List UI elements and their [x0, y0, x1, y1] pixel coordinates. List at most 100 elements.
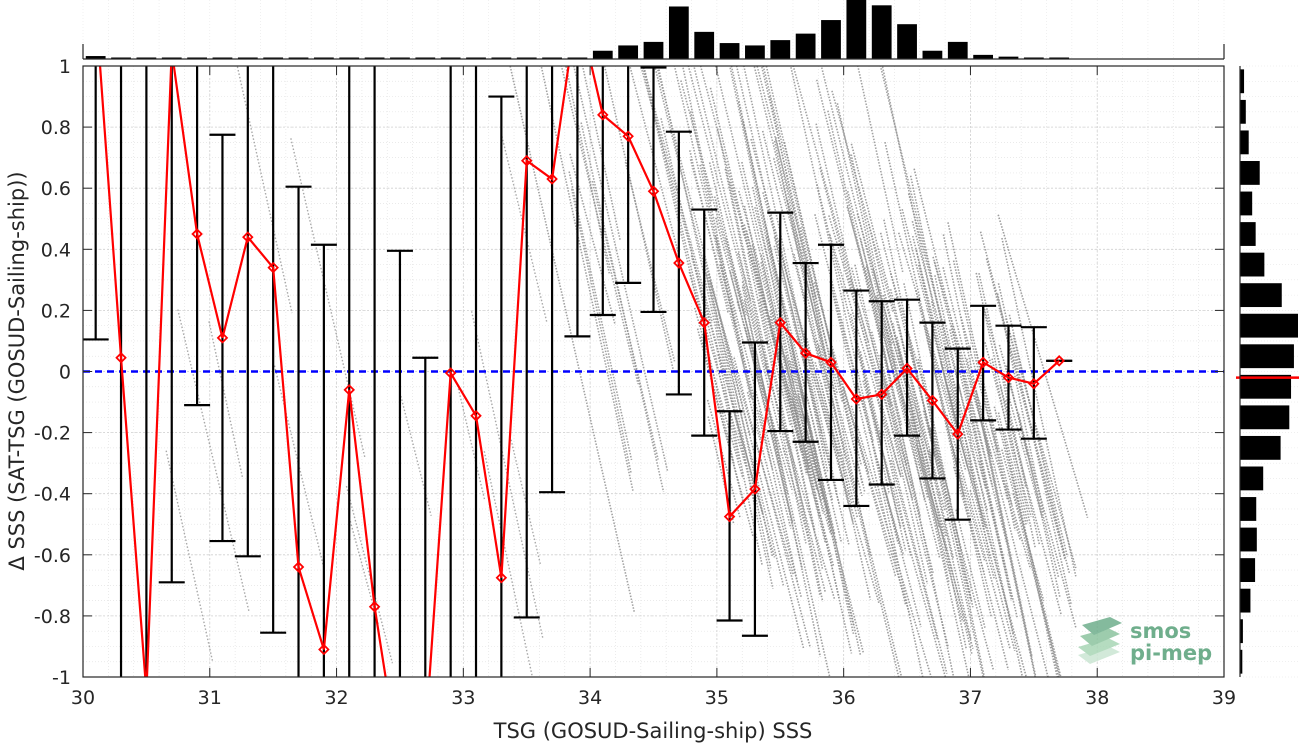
- scatter-streak: [874, 390, 948, 674]
- scatter-streak: [960, 316, 999, 452]
- top-histogram-bar: [846, 0, 867, 59]
- scatter-streak: [736, 301, 793, 491]
- scatter-streak: [653, 66, 785, 586]
- scatter-streak: [758, 298, 824, 602]
- top-histogram-bar: [415, 57, 436, 59]
- top-histogram-bar: [618, 45, 639, 59]
- top-histogram-bar: [745, 45, 765, 59]
- scatter-streak: [799, 413, 824, 497]
- mean-marker: [850, 393, 863, 405]
- scatter-streak: [942, 234, 1033, 658]
- top-histogram-bar: [922, 50, 943, 59]
- x-tick-label: 39: [1212, 687, 1236, 709]
- scatter-streak: [917, 264, 958, 425]
- scatter-streak: [827, 110, 922, 518]
- scatter-streak: [714, 66, 800, 418]
- scatter-streak: [746, 391, 803, 598]
- right-histogram-bar: [1240, 344, 1294, 369]
- scatter-streak: [703, 256, 772, 569]
- x-tick-label: 36: [832, 687, 856, 709]
- right-histogram-bar: [1240, 313, 1298, 338]
- mean-marker: [977, 356, 989, 369]
- scatter-streak: [909, 175, 991, 559]
- scatter-streak: [660, 118, 740, 461]
- scatter-streak: [500, 132, 548, 324]
- top-histogram-bar: [491, 57, 512, 59]
- mean-marker: [495, 571, 508, 584]
- right-histogram-bar: [1240, 252, 1265, 277]
- right-histogram-bar: [1240, 283, 1282, 308]
- scatter-streak: [797, 394, 864, 653]
- y-tick-label: 0.6: [41, 178, 71, 200]
- mean-marker: [444, 367, 457, 379]
- scatter-streak: [713, 196, 769, 410]
- scatter-streak: [857, 66, 904, 273]
- top-histogram-bar: [313, 57, 334, 59]
- scatter-streak: [942, 349, 1015, 636]
- tick-marks: [82, 65, 1225, 678]
- scatter-streak: [680, 80, 782, 452]
- scatter-streak: [996, 293, 1045, 513]
- scatter-streak: [955, 509, 986, 628]
- scatter-streak: [581, 66, 622, 241]
- scatter-streak: [815, 123, 858, 301]
- scatter-streak: [1001, 237, 1077, 577]
- scatter-streak: [850, 405, 932, 677]
- scatter-streak: [730, 66, 825, 494]
- scatter-streak: [345, 485, 394, 664]
- scatter-streak: [870, 331, 893, 408]
- scatter-streak: [753, 66, 832, 381]
- scatter-streak: [882, 482, 904, 555]
- top-histogram-bar: [1049, 57, 1070, 59]
- mean-marker: [1028, 377, 1040, 390]
- mean-marker: [799, 347, 812, 359]
- x-tick-label: 35: [705, 687, 729, 709]
- right-histogram-bar: [1240, 161, 1260, 185]
- scatter-streak: [991, 358, 1029, 524]
- x-axis-label: TSG (GOSUD-Sailing-ship) SSS: [493, 719, 813, 743]
- scatter-streak: [165, 450, 214, 663]
- scatter-streak: [929, 427, 972, 601]
- scatter-streak: [768, 95, 827, 358]
- mean-line: [98, 66, 1060, 677]
- scatter-streak: [978, 460, 1013, 599]
- scatter-streak: [688, 271, 747, 466]
- right-histogram-bar: [1240, 191, 1253, 216]
- top-histogram-bar: [111, 57, 131, 59]
- scatter-streak: [737, 252, 827, 593]
- mean-marker: [926, 394, 939, 407]
- scatter-streak: [774, 137, 847, 459]
- top-histogram-bar: [85, 56, 106, 59]
- scatter-streak: [896, 336, 973, 655]
- scatter-streak: [814, 214, 899, 544]
- top-histogram-bar: [567, 57, 588, 59]
- top-histogram-bar: [1023, 57, 1044, 59]
- y-tick-label: -0.4: [34, 484, 71, 506]
- scatter-streak: [915, 249, 960, 442]
- x-tick-label: 33: [451, 687, 475, 709]
- scatter-streak: [733, 357, 812, 649]
- right-histogram-bar: [1240, 222, 1256, 246]
- scatter-streak: [816, 184, 902, 528]
- scatter-streak: [760, 262, 810, 470]
- scatter-streak: [791, 432, 824, 570]
- top-histogram-bar: [770, 40, 791, 59]
- right-histogram-bar: [1240, 649, 1243, 674]
- scatter-streak: [913, 168, 994, 488]
- top-histogram-bar: [947, 41, 968, 59]
- scatter-streak: [908, 407, 970, 677]
- scatter-streak: [673, 66, 737, 329]
- scatter-streak: [854, 264, 929, 585]
- scatter-streak: [743, 299, 831, 677]
- right-histogram-bar: [1240, 69, 1245, 94]
- mean-marker: [216, 332, 229, 344]
- top-histogram: [82, 0, 1225, 60]
- scatter-streak: [699, 66, 821, 518]
- scatter-streak: [880, 373, 950, 648]
- smos-pimep-logo: smos pi-mep: [1078, 617, 1212, 665]
- scatter-streak: [897, 232, 987, 528]
- top-histogram-bar: [542, 57, 562, 59]
- scatter-streak: [969, 489, 995, 579]
- scatter-streak: [820, 66, 915, 439]
